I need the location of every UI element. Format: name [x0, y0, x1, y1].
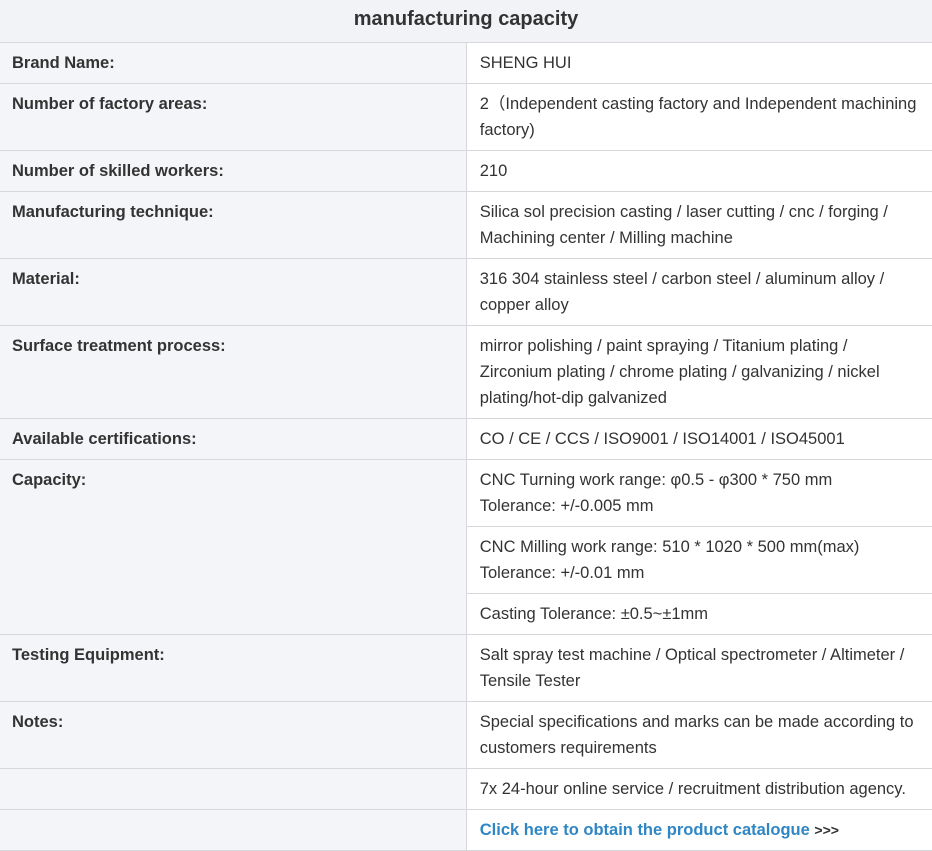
- catalogue-cell: Click here to obtain the product catalog…: [465, 809, 932, 851]
- empty-label: [0, 809, 467, 851]
- table-title: manufacturing capacity: [0, 0, 932, 43]
- capacity-milling: CNC Milling work range: 510 * 1020 * 500…: [465, 526, 932, 594]
- label-surface: Surface treatment process:: [0, 325, 467, 419]
- capacity-turning: CNC Turning work range: φ0.5 - φ300 * 75…: [465, 459, 932, 527]
- label-technique: Manufacturing technique:: [0, 191, 467, 259]
- turning-range: CNC Turning work range: φ0.5 - φ300 * 75…: [479, 471, 833, 489]
- label-material: Material:: [0, 258, 467, 326]
- label-testing: Testing Equipment:: [0, 634, 467, 702]
- turning-tolerance: Tolerance: +/-0.005 mm: [479, 497, 654, 515]
- label-brand: Brand Name:: [0, 42, 467, 84]
- value-factory-areas: 2（Independent casting factory and Indepe…: [465, 83, 932, 151]
- value-notes: Special specifications and marks can be …: [465, 701, 932, 769]
- value-material: 316 304 stainless steel / carbon steel /…: [465, 258, 932, 326]
- value-service: 7x 24-hour online service / recruitment …: [465, 768, 932, 810]
- empty-label: [0, 768, 467, 810]
- value-surface: mirror polishing / paint spraying / Tita…: [465, 325, 932, 419]
- value-technique: Silica sol precision casting / laser cut…: [465, 191, 932, 259]
- label-certifications: Available certifications:: [0, 418, 467, 460]
- arrows: >>>: [814, 822, 839, 838]
- milling-tolerance: Tolerance: +/-0.01 mm: [479, 564, 645, 582]
- casting-tolerance: Casting Tolerance: ±0.5~±1mm: [479, 605, 709, 623]
- value-workers: 210: [465, 150, 932, 192]
- value-testing: Salt spray test machine / Optical spectr…: [465, 634, 932, 702]
- label-capacity: Capacity:: [0, 459, 467, 635]
- label-workers: Number of skilled workers:: [0, 150, 467, 192]
- value-certifications: CO / CE / CCS / ISO9001 / ISO14001 / ISO…: [465, 418, 932, 460]
- capacity-casting: Casting Tolerance: ±0.5~±1mm: [465, 593, 932, 635]
- milling-range: CNC Milling work range: 510 * 1020 * 500…: [479, 538, 860, 556]
- catalogue-link[interactable]: Click here to obtain the product catalog…: [479, 821, 810, 839]
- value-brand: SHENG HUI: [465, 42, 932, 84]
- label-factory-areas: Number of factory areas:: [0, 83, 467, 151]
- label-notes: Notes:: [0, 701, 467, 769]
